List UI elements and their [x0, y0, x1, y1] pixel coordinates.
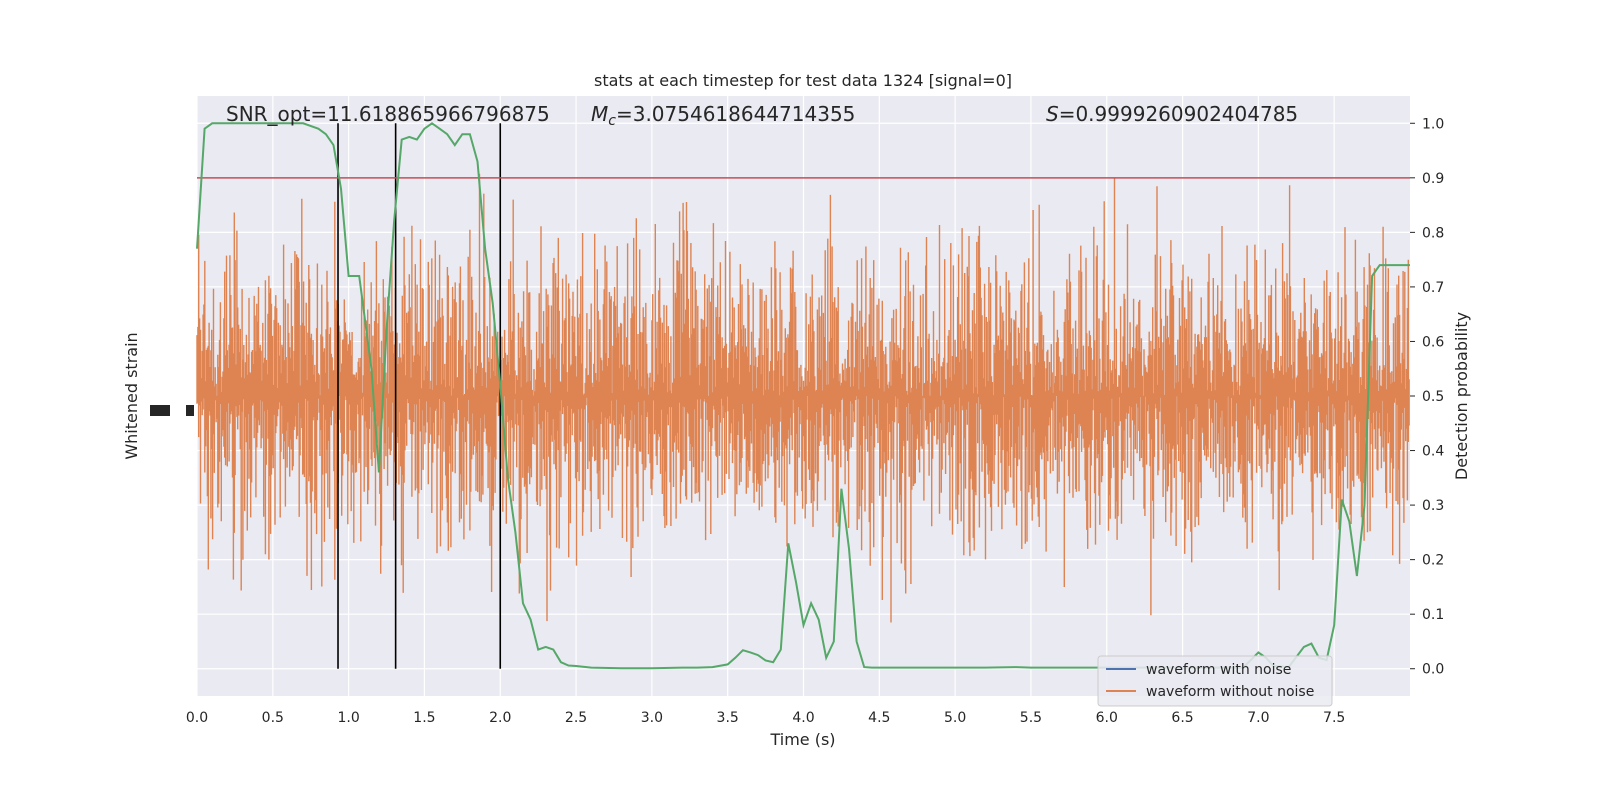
x-tick-label: 6.0: [1096, 710, 1118, 726]
s-annotation: S=0.9999260902404785: [1046, 102, 1298, 126]
y-tick-label: 0.9: [1422, 171, 1444, 187]
chirp-mass-subscript: c: [608, 113, 616, 129]
noise-strain-series: [196, 173, 1410, 623]
x-tick-label: 0.0: [186, 710, 208, 726]
y-tick-label: 0.7: [1422, 280, 1444, 296]
chirp-mass-value: =3.0754618644714355: [616, 102, 855, 126]
y-tick-label: 0.5: [1422, 389, 1444, 405]
x-tick-label: 0.5: [262, 710, 284, 726]
x-tick-label: 3.5: [717, 710, 739, 726]
snr-annotation: SNR_opt=11.618865966796875: [226, 102, 550, 126]
y-tick-label: 0.2: [1422, 553, 1444, 569]
x-tick-label: 6.5: [1171, 710, 1193, 726]
x-tick-labels: 0.0 0.5 1.0 1.5 2.0 2.5 3.0 3.5 4.0 4.5 5.0 5.5 6.0 6…: [186, 710, 1345, 726]
legend: waveform with noise waveform without noi…: [1097, 655, 1333, 707]
y-tick-label: 0.0: [1422, 662, 1444, 678]
y-tick-label: 0.1: [1422, 607, 1444, 623]
x-tick-label: 3.0: [641, 710, 663, 726]
legend-box: [1097, 655, 1333, 707]
y-tick-label: 0.3: [1422, 498, 1444, 514]
y-tick-label: 1.0: [1422, 116, 1444, 132]
x-tick-label: 7.5: [1323, 710, 1345, 726]
x-axis-label: Time (s): [769, 730, 835, 749]
x-tick-label: 5.5: [1020, 710, 1042, 726]
x-tick-label: 2.0: [489, 710, 511, 726]
y-tick-label: 0.6: [1422, 334, 1444, 350]
legend-label-with-noise: waveform with noise: [1146, 662, 1291, 678]
x-tick-label: 1.5: [413, 710, 435, 726]
chart-title: stats at each timestep for test data 132…: [594, 71, 1012, 90]
x-tick-label: 1.0: [337, 710, 359, 726]
right-y-tick-labels: 0.0 0.1 0.2 0.3 0.4 0.5 0.6 0.7 0.8 0.9 1.0: [1410, 116, 1444, 678]
s-value: =0.9999260902404785: [1059, 102, 1298, 126]
x-tick-label: 2.5: [565, 710, 587, 726]
legend-label-without-noise: waveform without noise: [1146, 684, 1314, 700]
left-y-tick-cluster: [150, 405, 194, 416]
s-symbol: S: [1046, 102, 1059, 126]
y-tick-label: 0.4: [1422, 444, 1444, 460]
right-y-axis-label: Detection probability: [1452, 312, 1471, 480]
y-tick-label: 0.8: [1422, 225, 1444, 241]
noise-strain-path: [196, 173, 1410, 623]
x-tick-label: 7.0: [1247, 710, 1269, 726]
chirp-mass-annotation: Mc=3.0754618644714355: [591, 102, 855, 129]
x-tick-label: 5.0: [944, 710, 966, 726]
x-tick-label: 4.0: [792, 710, 814, 726]
chirp-mass-symbol: M: [591, 102, 608, 126]
x-tick-label: 4.5: [868, 710, 890, 726]
left-y-axis-label: Whitened strain: [122, 332, 141, 459]
